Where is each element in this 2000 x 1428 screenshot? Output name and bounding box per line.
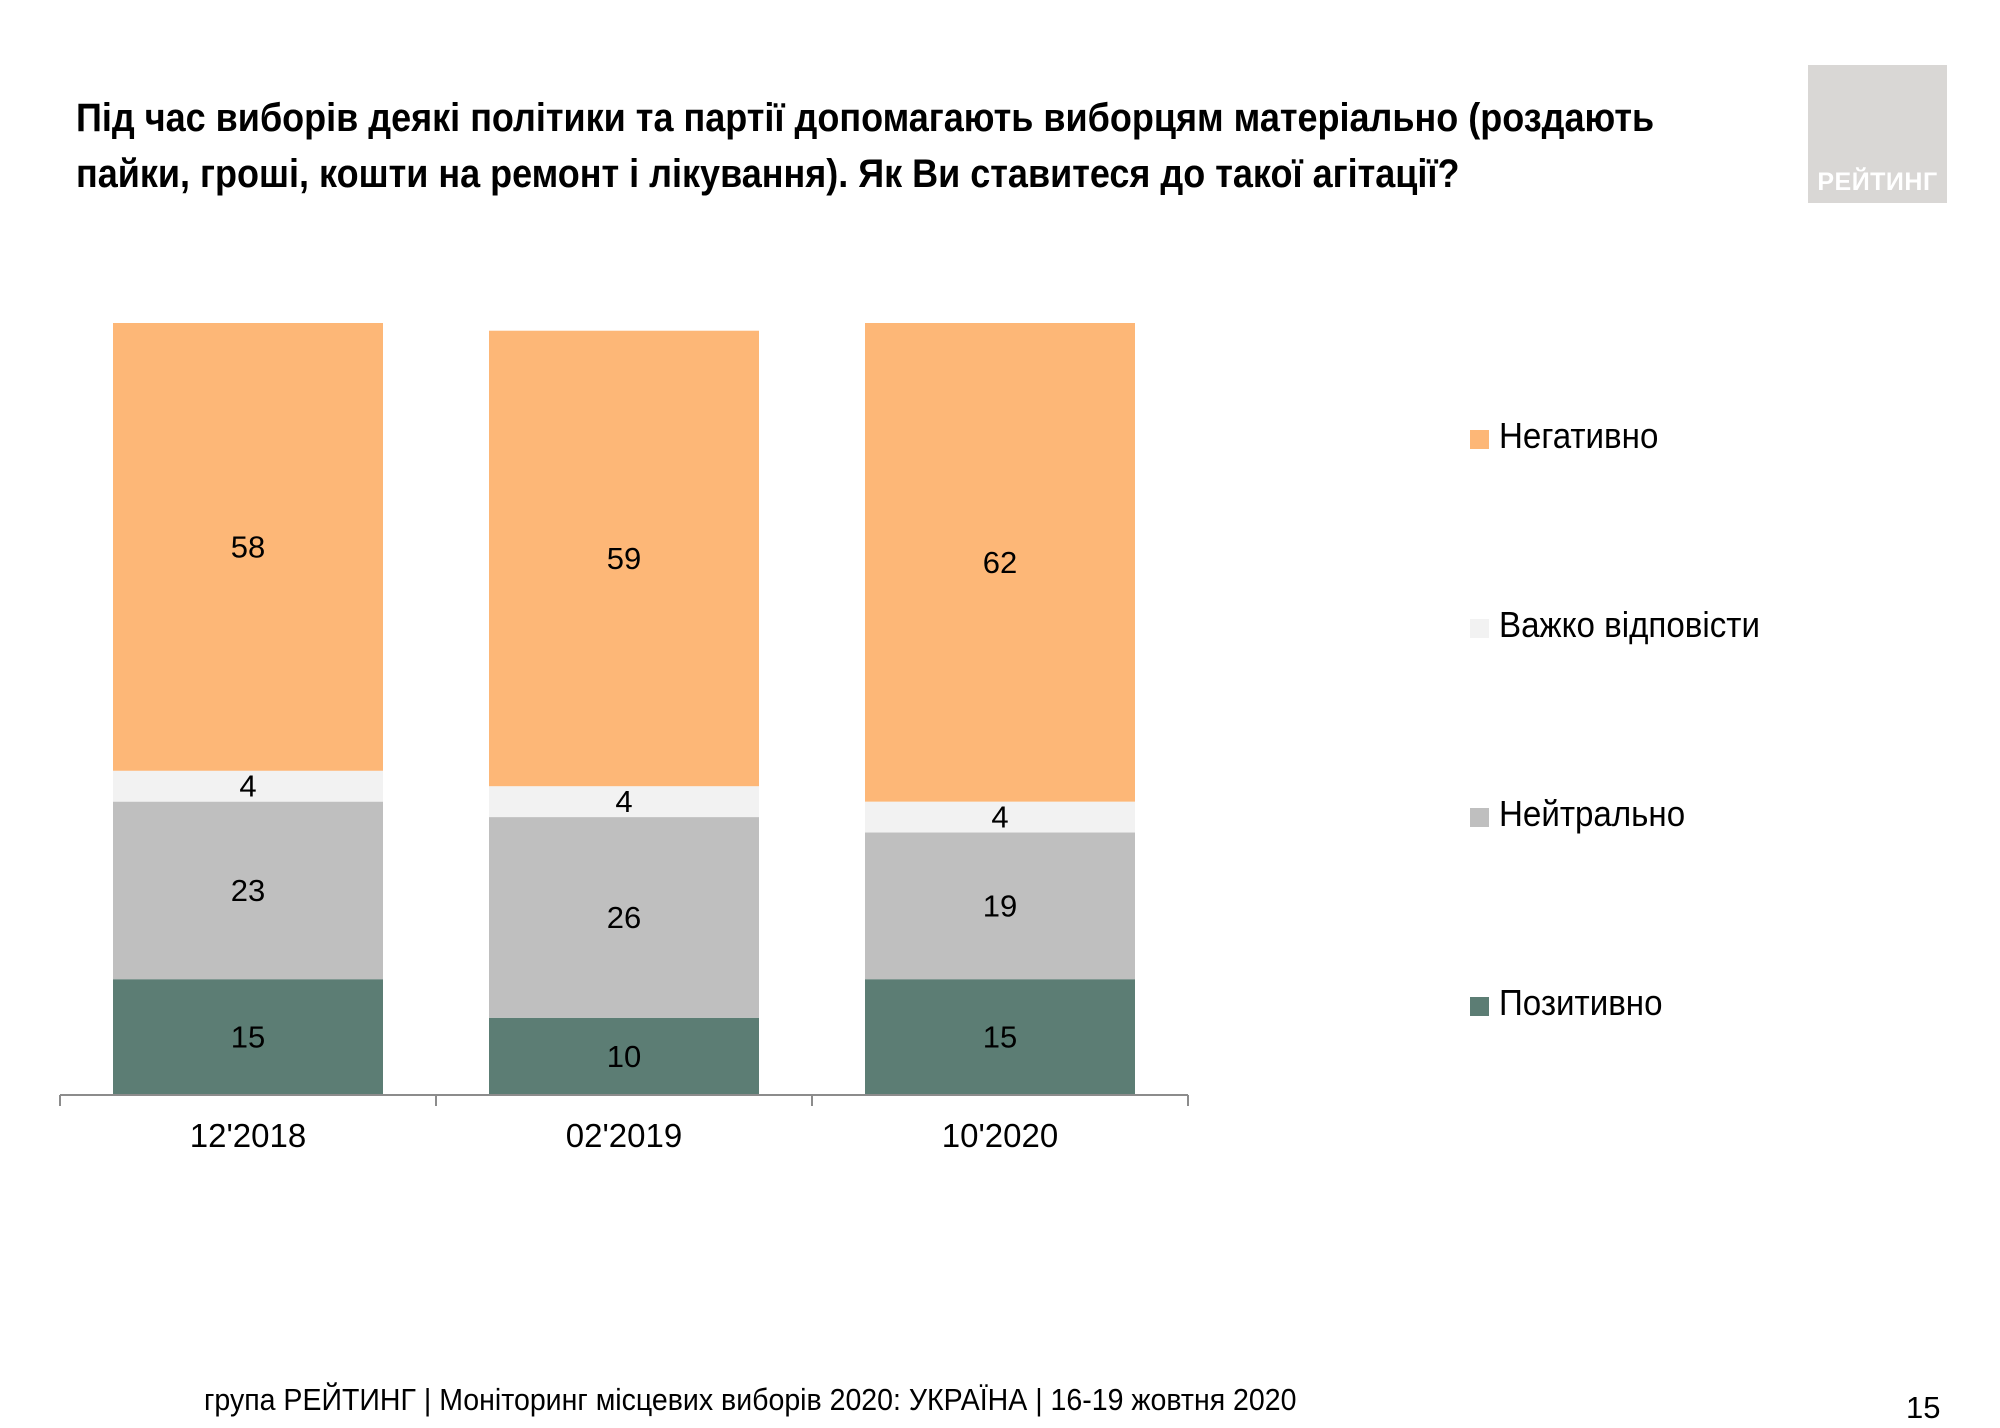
bar-segment-важко-відповісти-3 [865,801,1135,833]
legend-swatch-важко-відповісти [1470,619,1489,638]
legend-label-позитивно: Позитивно [1499,982,1663,1023]
bar-segment-важко-відповісти-1 [113,770,383,802]
data-label-позитивно-2: 10 [607,1039,641,1074]
bar-segment-позитивно-3 [865,979,1135,1095]
bar-segment-нейтрально-1 [113,801,383,980]
data-label-важко-відповісти-1: 4 [239,769,256,804]
data-label-нейтрально-3: 19 [983,888,1017,923]
data-label-нейтрально-1: 23 [231,873,265,908]
bars-layer [113,323,1135,1095]
data-label-позитивно-3: 15 [983,1020,1017,1055]
legend-label-важко-відповісти: Важко відповісти [1499,604,1760,645]
chart-title-line-1: Під час виборів деякі політики та партії… [76,96,1655,140]
bar-segment-позитивно-1 [113,979,383,1095]
data-label-позитивно-1: 15 [231,1020,265,1055]
legend-label-негативно: Негативно [1499,415,1659,456]
data-label-нейтрально-2: 26 [607,900,641,935]
legend-swatch-нейтрально [1470,808,1489,827]
data-label-негативно-2: 59 [607,541,641,576]
data-labels-layer: 15 23 4 58 10 26 4 59 15 19 4 62 [231,529,1017,1074]
x-tick-label-2: 02'2019 [566,1117,682,1154]
data-label-негативно-1: 58 [231,529,265,564]
bar-segment-нейтрально-2 [489,817,759,1018]
legend-swatch-негативно [1470,430,1489,449]
bar-segment-негативно-3 [865,323,1135,802]
bar-segment-нейтрально-3 [865,832,1135,980]
legend-swatch-позитивно [1470,997,1489,1016]
rating-logo: РЕЙТИНГ [1808,65,1947,203]
x-axis: 12'2018 02'2019 10'2020 [59,1094,1189,1154]
bar-segment-негативно-1 [113,323,383,771]
data-label-важко-відповісти-2: 4 [615,784,632,819]
bar-segment-негативно-2 [489,330,759,787]
data-label-важко-відповісти-3: 4 [991,800,1008,835]
legend-label-нейтрально: Нейтрально [1499,793,1686,834]
bar-segment-важко-відповісти-2 [489,786,759,818]
x-tick-label-1: 12'2018 [190,1117,306,1154]
bar-segment-позитивно-2 [489,1017,759,1095]
footer-source: група РЕЙТИНГ | Моніторинг місцевих вибо… [204,1382,1297,1417]
chart-title-line-2: пайки, гроші, кошти на ремонт і лікуванн… [76,152,1460,196]
chart-title: Під час виборів деякі політики та партії… [76,90,1655,202]
logo-text: РЕЙТИНГ [1817,168,1938,196]
x-tick-label-3: 10'2020 [942,1117,1058,1154]
data-label-негативно-3: 62 [983,545,1017,580]
page-number: 15 [1906,1390,1941,1425]
stacked-bar-chart: 12'2018 02'2019 10'2020 15 23 4 58 10 26 4 59 15 19… [59,323,1189,1154]
